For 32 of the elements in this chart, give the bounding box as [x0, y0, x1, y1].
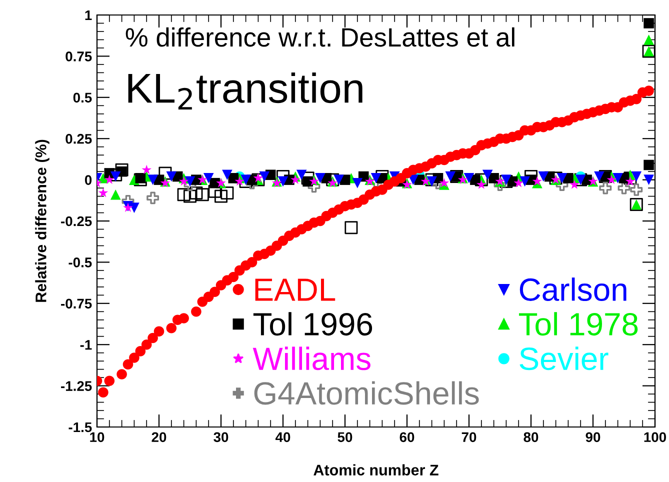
legend-label: Tol 1996: [253, 312, 372, 336]
y-axis-title: Relative difference (%): [35, 140, 50, 302]
legend-label: Tol 1978: [518, 312, 638, 336]
x-tick-label: 20: [152, 432, 166, 442]
x-tick-label: 40: [275, 432, 290, 442]
y-tick-label: -1: [80, 340, 92, 350]
legend-label: Williams: [252, 346, 370, 370]
y-tick-label: -1.25: [61, 381, 92, 391]
y-tick-label: 0: [84, 175, 92, 185]
x-tick-label: 30: [214, 432, 228, 442]
y-tick-label: -1.5: [68, 422, 92, 432]
x-tick-label: 50: [338, 432, 352, 442]
y-tick-label: 1: [85, 10, 92, 20]
text: KL$_{2}$transition: [128, 72, 362, 110]
y-tick-label: 0.75: [66, 52, 92, 62]
x-axis-title: Atomic number Z: [314, 464, 438, 476]
y-tick-label: 0.25: [66, 134, 92, 144]
x-tick-label: 90: [586, 432, 600, 442]
legend-label: Sevier: [520, 346, 608, 370]
x-tick-label: 60: [400, 432, 414, 442]
y-tick-label: -0.5: [68, 258, 92, 268]
x-tick-label: 70: [462, 432, 476, 442]
x-tick-label: 100: [644, 432, 666, 442]
y-tick-label: 0.5: [73, 92, 92, 103]
chart-title: % difference w.r.t. DesLattes et al: [126, 27, 514, 47]
y-tick-label: -0.25: [61, 216, 92, 226]
legend-label: EADL: [255, 278, 336, 301]
x-tick-label: 10: [90, 432, 104, 442]
legend-label: G4AtomicShells: [254, 381, 479, 405]
legend-label: Carlson: [520, 278, 626, 302]
x-tick-label: 80: [524, 432, 538, 442]
y-tick-label: -0.75: [61, 298, 92, 309]
